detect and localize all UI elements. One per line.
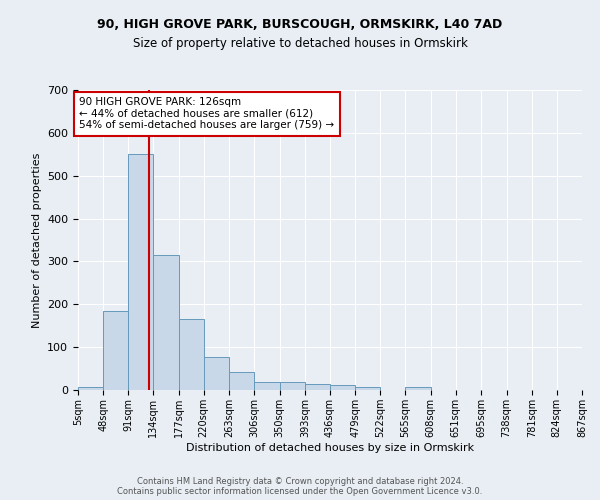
X-axis label: Distribution of detached houses by size in Ormskirk: Distribution of detached houses by size …	[186, 442, 474, 452]
Bar	[78, 386, 103, 390]
Bar	[103, 310, 128, 390]
Bar	[204, 356, 229, 390]
Bar	[406, 387, 431, 390]
Y-axis label: Number of detached properties: Number of detached properties	[32, 152, 41, 328]
Text: 90 HIGH GROVE PARK: 126sqm
← 44% of detached houses are smaller (612)
54% of sem: 90 HIGH GROVE PARK: 126sqm ← 44% of deta…	[79, 98, 334, 130]
Bar	[154, 255, 179, 390]
Bar	[128, 154, 154, 390]
Text: Contains public sector information licensed under the Open Government Licence v3: Contains public sector information licen…	[118, 487, 482, 496]
Bar	[229, 372, 254, 390]
Text: 90, HIGH GROVE PARK, BURSCOUGH, ORMSKIRK, L40 7AD: 90, HIGH GROVE PARK, BURSCOUGH, ORMSKIRK…	[97, 18, 503, 30]
Bar	[280, 382, 305, 390]
Bar	[330, 385, 355, 390]
Text: Contains HM Land Registry data © Crown copyright and database right 2024.: Contains HM Land Registry data © Crown c…	[137, 477, 463, 486]
Bar	[179, 320, 204, 390]
Text: Size of property relative to detached houses in Ormskirk: Size of property relative to detached ho…	[133, 38, 467, 51]
Bar	[355, 386, 380, 390]
Bar	[305, 384, 330, 390]
Bar	[254, 382, 280, 390]
